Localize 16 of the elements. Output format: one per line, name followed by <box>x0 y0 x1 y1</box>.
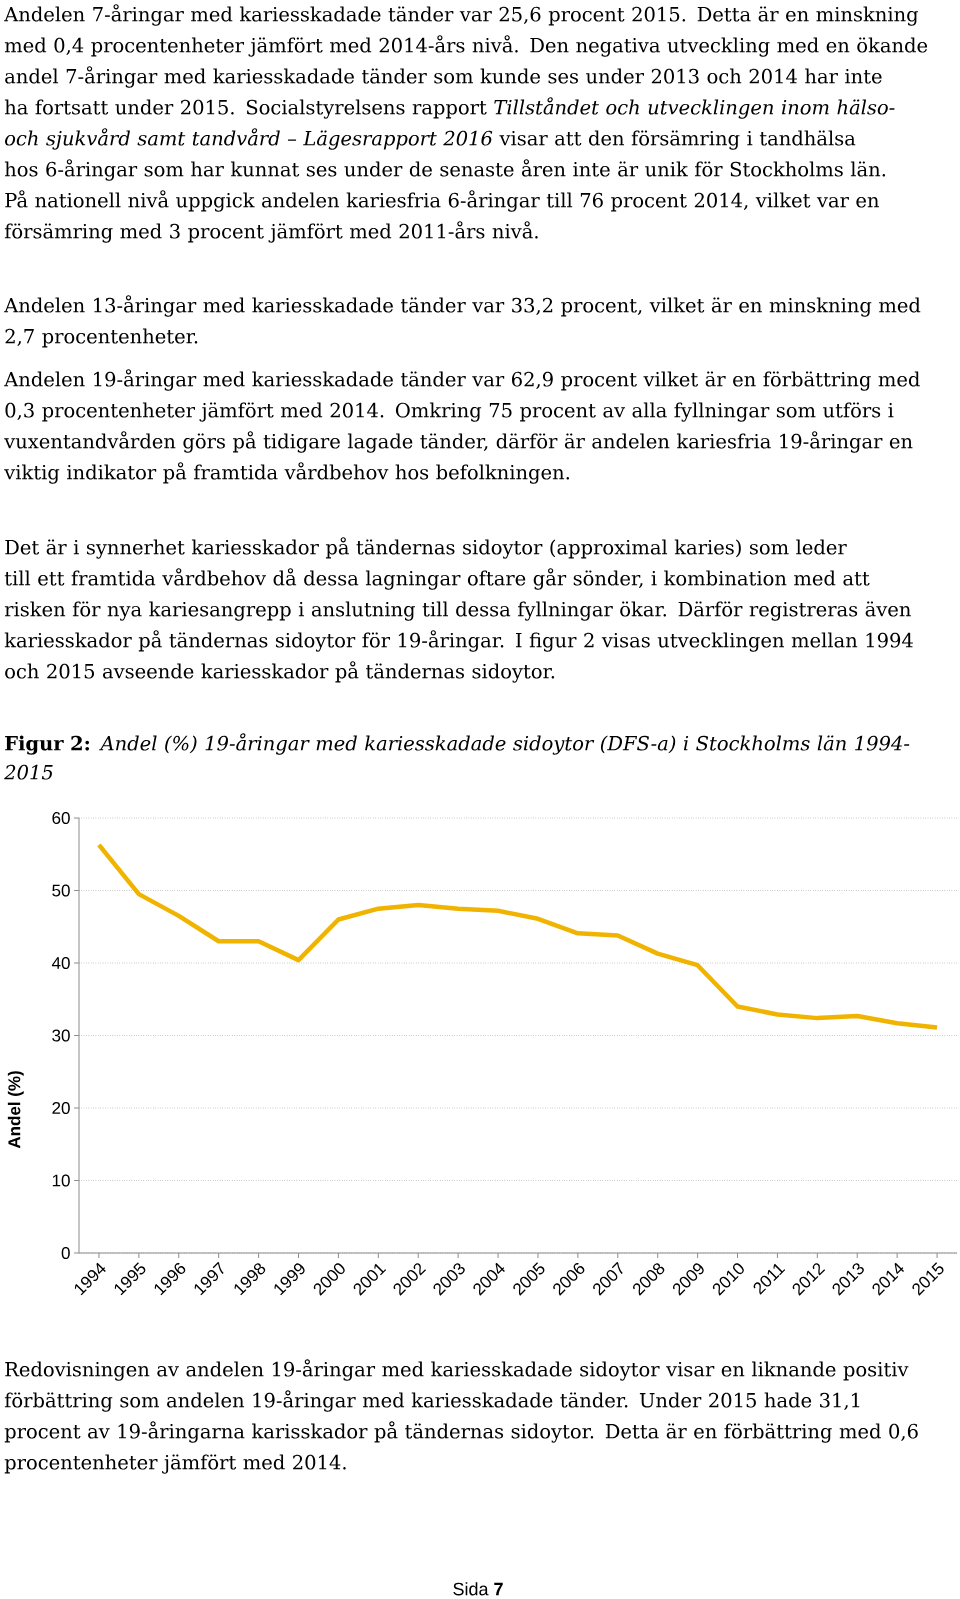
y-axis-title: Andel (%) <box>7 1071 24 1149</box>
text: Andelen 7-åringar med kariesskadade tänder var 25,6 procent 2015. Detta är en minskning med 0,4 procentenheter jämfört med 2014-års nivå. Den negativa utveckling med en ökande andel 7-åringar med kariesskadade tänder som kunde ses under 2013 och 2014 har inte ha fortsatt under 2015. Socialstyrelsens rapport Tillståndet och utvecklingen inom hälso- och sjukvård samt tandvård – Lägesrapport 2016 visar att den försämring i tandhälsa hos 6-åringar som har kunnat ses under de senaste åren inte är unik för Stockholms län. På nationell nivå uppgick andelen kariesfria 6-åringar till 76 procent 2014, vilket var en försämring med 3 procent jämfört med 2011-års nivå. <box>4 4 928 243</box>
chart-title: Figur 2: Andel (%) 19-åringar med kariesskadade sidoytor (DFS-a) i Stockholms län 1994-2015 <box>4 733 910 780</box>
line-series <box>96 842 940 1030</box>
text: Andelen 19-åringar med kariesskadade tänder var 62,9 procent vilket är en förbättring med 0,3 procentenheter jämfört med 2014. Omkring 75 procent av alla fyllningar som utförs i vuxentandvården görs på tidigare lagade tänder, därför är andelen kariesfria 19-åringar en viktig indikator på framtida vårdbehov hos befolkningen. <box>4 369 920 484</box>
text: Sida 7 <box>453 1582 503 1596</box>
y-tick-label: 40 <box>51 956 70 970</box>
y-tick-label: 50 <box>52 884 70 897</box>
y-tick-label: 30 <box>52 1029 70 1042</box>
y-tick-label: 60 <box>52 812 70 825</box>
text: Redovisningen av andelen 19-åringar med kariesskadade sidoytor visar en liknande positiv förbättring som andelen 19-åringar med kariesskadade tänder. Under 2015 hade 31,1 procent av 19-åringarna karisskador på tändernas sidoytor. Detta är en förbättring med 0,6 procentenheter jämfört med 2014. <box>4 1359 918 1474</box>
text: Det är i synnerhet kariesskador på tändernas sidoytor (approximal karies) som leder till ett framtida vårdbehov då dessa lagningar oftare går sönder, i kombination med att risken för nya kariesangrepp i anslutning till dessa fyllningar ökar. Därför registreras även kariesskador på tändernas sidoytor för 19-åringar. I figur 2 visas utvecklingen mellan 1994 och 2015 avseende kariesskador på tändernas sidoytor. <box>4 537 913 683</box>
y-tick-label: 10 <box>52 1174 70 1187</box>
y-tick-label: 0 <box>61 1246 70 1260</box>
text: Andelen 13-åringar med kariesskadade tänder var 33,2 procent, vilket är en minskning med 2,7 procentenheter. <box>4 295 921 348</box>
y-tick-label: 20 <box>52 1101 70 1115</box>
